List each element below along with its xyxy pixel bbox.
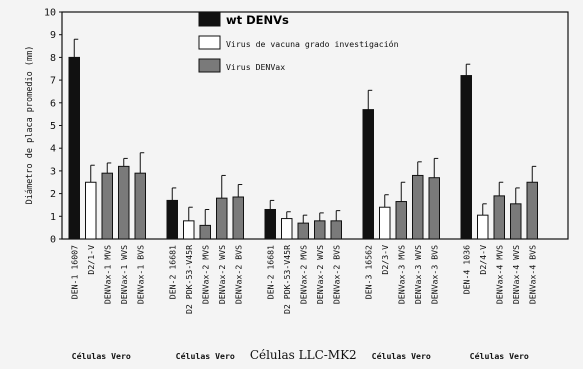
chart-legend: wt DENVs Virus de vacuna grado investigac…: [198, 12, 399, 73]
y-tick-label: 8: [50, 53, 56, 64]
y-tick-label: 0: [50, 235, 56, 246]
y-axis-label: Diámetro de placa promedio (mm): [25, 46, 35, 205]
y-tick-label: 3: [50, 166, 56, 177]
x-tick-label: DENVax-3 WVS: [413, 245, 423, 304]
x-tick-label: DENVax-3 MVS: [396, 245, 406, 304]
chart-bars: [68, 38, 538, 240]
x-tick-label: DENVax-1 BVS: [135, 245, 145, 304]
bar-research: [379, 206, 391, 240]
x-tick-label: DENVax-1 MVS: [102, 245, 112, 304]
bar-wt: [68, 56, 80, 240]
legend-label-denvax: Virus DENVax: [226, 62, 285, 72]
group-label: Células Vero: [470, 351, 529, 361]
group-label: Células LLC-MK2: [250, 348, 357, 362]
group-label: Células Vero: [372, 351, 431, 361]
bar-wt: [166, 199, 178, 240]
y-tick-label: 6: [50, 98, 56, 109]
x-tick-label: DENVax-2 MVS: [298, 245, 308, 304]
bar-denvax: [216, 197, 228, 240]
x-tick-label: DENVax-2 MVS: [200, 245, 210, 304]
group-labels: Células Vero Células Vero Células LLC-MK2 C…: [72, 348, 529, 362]
bar-denvax: [428, 177, 440, 240]
bar-wt: [460, 75, 472, 240]
x-tick-label: D2/3-V: [380, 245, 390, 275]
bar-denvax: [134, 172, 146, 240]
y-tick-label: 10: [44, 8, 56, 19]
x-tick-label: D2 PDK-53-V45R: [184, 245, 194, 314]
x-tick-label: DENVax-4 WVS: [511, 245, 521, 304]
x-tick-label: DEN-1 16007: [69, 245, 79, 299]
x-tick-label: DENVax-3 BVS: [429, 245, 439, 304]
x-tick-label: D2/4-V: [478, 245, 488, 275]
x-tick-label: DEN-2 16681: [265, 245, 275, 299]
legend-label-wt: wt DENVs: [226, 13, 289, 27]
x-tick-label: DENVax-4 MVS: [494, 245, 504, 304]
bar-denvax: [395, 201, 407, 240]
x-tick-label: D2 PDK-53-V45R: [282, 245, 292, 314]
legend-label-research: Virus de vacuna grado investigación: [226, 39, 399, 49]
group-label: Células Vero: [176, 351, 235, 361]
bar-denvax: [232, 196, 244, 240]
y-tick-label: 1: [50, 212, 56, 223]
x-tick-label: DEN-4 1036: [461, 245, 471, 294]
group-label: Células Vero: [72, 351, 131, 361]
x-tick-label: DENVax-4 BVS: [527, 245, 537, 304]
y-tick-label: 5: [50, 121, 56, 132]
bar-denvax: [199, 224, 211, 240]
bar-denvax: [118, 165, 130, 240]
y-tick-label: 7: [50, 76, 56, 87]
legend-swatch-wt: [198, 12, 221, 27]
bar-denvax: [101, 172, 113, 240]
bar-denvax: [412, 174, 424, 240]
x-tick-label: DENVax-2 WVS: [315, 245, 325, 304]
bar-denvax: [314, 220, 326, 240]
legend-swatch-denvax: [198, 58, 221, 73]
bar-research: [183, 220, 195, 240]
bar-research: [85, 181, 97, 240]
x-tick-label: DENVax-2 WVS: [217, 245, 227, 304]
x-tick-label: DENVax-2 BVS: [233, 245, 243, 304]
bar-denvax: [526, 181, 538, 240]
x-tick-labels: DEN-1 16007 D2/1-V DENVax-1 MVS DENVax-1 WV…: [69, 245, 537, 314]
x-tick-label: DEN-2 16681: [167, 245, 177, 299]
x-tick-label: D2/1-V: [86, 245, 96, 275]
bar-wt: [362, 109, 374, 240]
x-tick-label: DENVax-1 WVS: [119, 245, 129, 304]
x-tick-label: DENVax-2 BVS: [331, 245, 341, 304]
y-tick-label: 9: [50, 30, 56, 41]
legend-swatch-research: [198, 35, 221, 50]
y-tick-label: 2: [50, 189, 56, 200]
bar-denvax: [493, 195, 505, 240]
bar-denvax: [330, 220, 342, 240]
bar-research: [477, 214, 489, 240]
bar-wt: [264, 208, 276, 240]
bar-denvax: [510, 203, 522, 240]
y-tick-label: 4: [50, 144, 56, 155]
bar-denvax: [297, 222, 309, 240]
bar-research: [281, 218, 293, 240]
x-tick-label: DEN-3 16562: [363, 245, 373, 299]
